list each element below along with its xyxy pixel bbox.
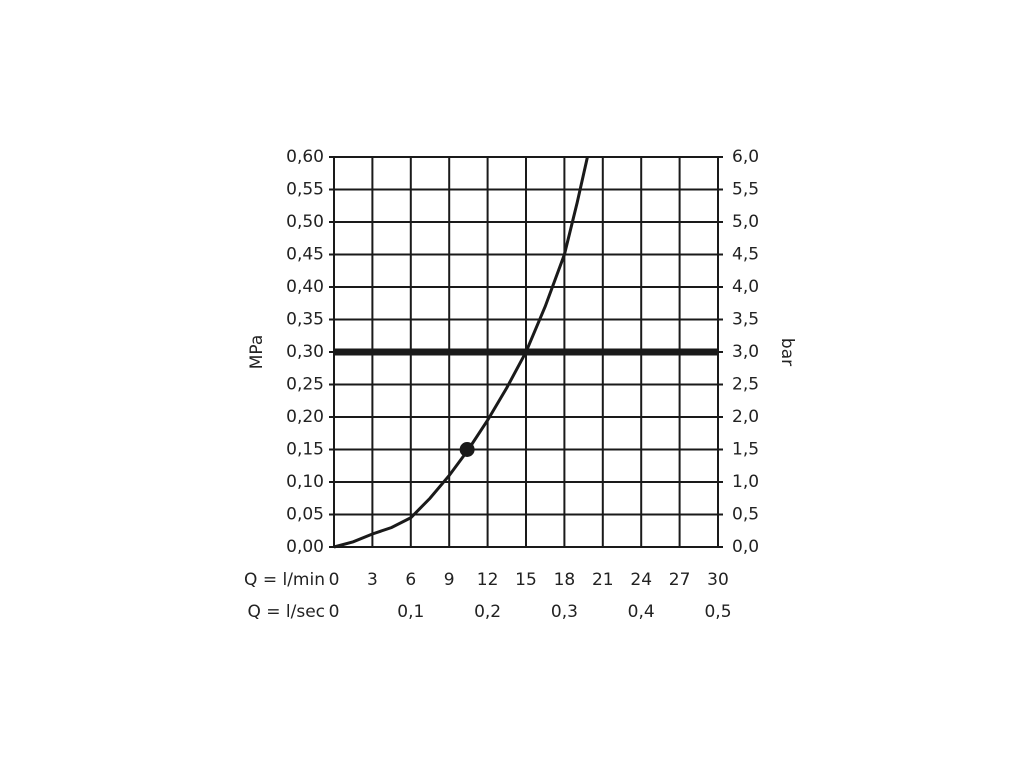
x-tick-label: 6	[405, 570, 416, 590]
y-tick-label: 0,55	[286, 180, 324, 200]
x2-tick-label: 0,3	[551, 602, 578, 622]
x-tick-label: 3	[367, 570, 378, 590]
y2-tick-label: 4,5	[732, 245, 759, 265]
y-tick-label: 0,05	[286, 505, 324, 525]
y-tick-label: 0,40	[286, 277, 324, 297]
y2-tick-label: 5,0	[732, 212, 759, 232]
x2-axis-label: Q = l/sec	[247, 602, 325, 622]
x-tick-label: 24	[630, 570, 652, 590]
x-tick-label: 12	[477, 570, 499, 590]
y2-tick-label: 0,0	[732, 537, 759, 557]
x-tick-label: 27	[669, 570, 691, 590]
x-tick-label: 15	[515, 570, 537, 590]
marker-dot	[459, 442, 475, 457]
x2-tick-label: 0	[329, 602, 340, 622]
y2-tick-label: 2,5	[732, 375, 759, 395]
y-tick-label: 0,25	[286, 375, 324, 395]
y2-tick-label: 3,0	[732, 342, 759, 362]
y-tick-label: 0,30	[286, 342, 324, 362]
y-tick-label: 0,35	[286, 310, 324, 330]
x-tick-label: 9	[444, 570, 455, 590]
x-tick-label: 30	[707, 570, 729, 590]
y-axis-label: MPa	[247, 335, 267, 370]
y-tick-label: 0,60	[286, 147, 324, 167]
x-tick-label: 21	[592, 570, 614, 590]
x2-tick-label: 0,4	[628, 602, 655, 622]
y2-tick-label: 0,5	[732, 505, 759, 525]
y2-tick-label: 1,5	[732, 440, 759, 460]
y2-tick-label: 5,5	[732, 180, 759, 200]
y2-tick-label: 3,5	[732, 310, 759, 330]
x2-tick-label: 0,1	[397, 602, 424, 622]
y2-axis-label: bar	[777, 338, 797, 366]
x-axis-label: Q = l/min	[244, 570, 325, 590]
y2-tick-label: 1,0	[732, 472, 759, 492]
y-tick-label: 0,45	[286, 245, 324, 265]
x2-tick-label: 0,2	[474, 602, 501, 622]
y2-tick-label: 6,0	[732, 147, 759, 167]
y2-tick-label: 4,0	[732, 277, 759, 297]
x-tick-label: 18	[554, 570, 576, 590]
y2-tick-label: 2,0	[732, 407, 759, 427]
y-tick-label: 0,00	[286, 537, 324, 557]
x2-tick-label: 0,5	[704, 602, 731, 622]
y-tick-label: 0,10	[286, 472, 324, 492]
x-tick-label: 0	[329, 570, 340, 590]
y-tick-label: 0,50	[286, 212, 324, 232]
y-tick-label: 0,20	[286, 407, 324, 427]
y-tick-label: 0,15	[286, 440, 324, 460]
